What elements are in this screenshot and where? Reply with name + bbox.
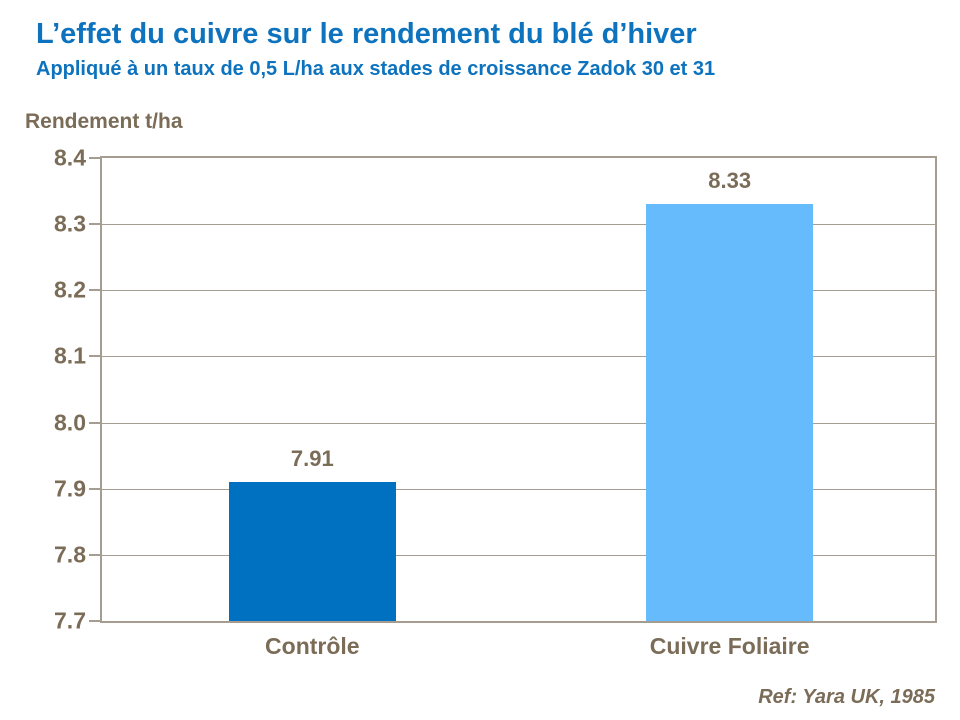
y-tick-mark [89, 289, 100, 292]
plot-area: 8.4 8.3 8.2 8.1 8.0 7.9 7.8 7.7 7.91 8.3… [54, 145, 937, 659]
y-tick-label: 7.8 [54, 541, 86, 568]
chart-title: L’effet du cuivre sur le rendement du bl… [36, 18, 697, 50]
gridline [102, 488, 935, 490]
y-tick-label: 8.1 [54, 342, 86, 369]
y-tick-label: 8.4 [54, 144, 86, 171]
y-tick-label: 8.0 [54, 409, 86, 436]
y-tick-mark [89, 553, 100, 556]
gridline [102, 290, 935, 292]
bar-cuivre-foliaire [645, 204, 814, 621]
y-tick-label: 7.7 [54, 607, 86, 634]
y-axis-title: Rendement t/ha [25, 110, 183, 133]
reference-text: Ref: Yara UK, 1985 [758, 686, 935, 708]
y-tick-label: 7.9 [54, 475, 86, 502]
x-axis-label-cuivre-foliaire: Cuivre Foliaire [649, 633, 810, 659]
bar-controle [228, 482, 397, 621]
y-tick-label: 8.2 [54, 276, 86, 303]
y-tick-mark [89, 223, 100, 226]
x-axis-label-controle: Contrôle [265, 633, 360, 659]
y-tick-mark [89, 355, 100, 358]
y-tick-label: 8.3 [54, 210, 86, 237]
y-tick-mark [89, 620, 100, 622]
gridline [102, 356, 935, 358]
gridline [102, 554, 935, 556]
y-tick-mark [89, 421, 100, 424]
gridline [102, 224, 935, 226]
gridline [102, 422, 935, 424]
y-tick-mark [89, 157, 100, 159]
bar-slot-controle: 7.91 [228, 158, 397, 621]
bar-value-label: 7.91 [290, 446, 334, 472]
bar-slot-cuivre-foliaire: 8.33 [645, 158, 814, 621]
bar-value-label: 8.33 [708, 168, 752, 194]
y-tick-mark [89, 487, 100, 490]
chart-subtitle: Appliqué à un taux de 0,5 L/ha aux stade… [36, 58, 716, 80]
